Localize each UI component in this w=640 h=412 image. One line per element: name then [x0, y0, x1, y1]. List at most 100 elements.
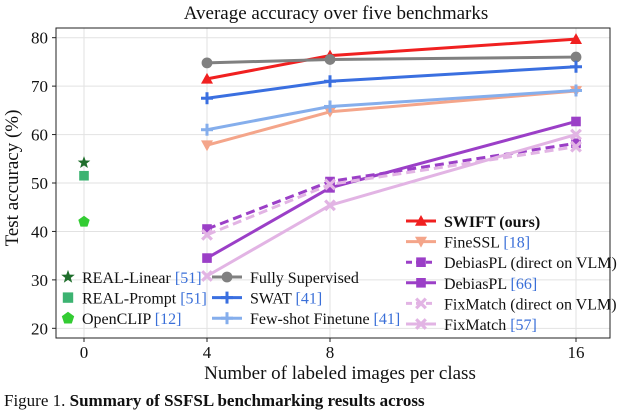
data-point	[570, 51, 582, 63]
chart-title: Average accuracy over five benchmarks	[184, 3, 489, 24]
legend-item-fully-supervised: Fully Supervised	[212, 270, 359, 287]
data-point	[324, 100, 336, 113]
legend: SWIFT (ours) FineSSL [18] DebiasPL (direct…	[61, 214, 617, 334]
data-point	[570, 84, 582, 97]
data-point	[201, 72, 213, 84]
legend-label: SWAT [41]	[250, 291, 322, 308]
data-point	[325, 176, 335, 187]
legend-label: Few-shot Finetune [41]	[250, 311, 400, 328]
y-tick-label: 30	[31, 271, 48, 290]
data-point	[570, 128, 582, 141]
y-tick-label: 20	[31, 319, 48, 338]
legend-item-real-linear: REAL-Linear [51]	[61, 269, 202, 287]
legend-label: SWIFT (ours)	[444, 214, 540, 231]
series-layer	[77, 33, 582, 282]
caption-prefix: Figure 1.	[4, 391, 66, 410]
data-point	[571, 116, 581, 127]
y-tick-label: 40	[31, 222, 48, 241]
series-debiaspl	[202, 116, 581, 263]
legend-label: FixMatch [57]	[444, 317, 537, 334]
legend-marker	[416, 257, 426, 267]
legend-marker	[221, 271, 233, 283]
data-point	[202, 253, 212, 263]
marker-stroke	[415, 297, 427, 310]
marker-stroke	[201, 228, 213, 241]
x-tick-label: 4	[203, 343, 212, 362]
series-fixmatch	[201, 128, 582, 282]
x-tick-label: 0	[80, 343, 89, 362]
legend-item-real-prompt: REAL-Prompt [51]	[62, 291, 207, 308]
legend-marker	[415, 236, 427, 248]
legend-marker	[416, 278, 426, 288]
series-openclip	[78, 215, 90, 227]
series-real-linear	[77, 156, 91, 168]
marker-stroke	[201, 270, 213, 282]
legend-item-openclip: OpenCLIP [12]	[61, 311, 181, 328]
series-real-prompt	[79, 170, 89, 181]
legend-label: DebiasPL [66]	[444, 276, 537, 293]
data-point	[324, 75, 336, 88]
legend-marker	[415, 215, 427, 226]
data-point	[78, 215, 90, 227]
y-tick-label: 60	[31, 126, 48, 145]
data-point	[571, 138, 581, 149]
legend-item-fixmatch-direct-on-vlm: FixMatch (direct on VLM)	[406, 296, 617, 313]
legend-item-few-shot-finetune: Few-shot Finetune [41]	[212, 311, 400, 328]
plot-frame	[55, 27, 611, 339]
legend-item-swat: SWAT [41]	[212, 291, 322, 308]
data-point	[201, 228, 213, 241]
series-swat	[201, 60, 582, 105]
data-point	[201, 92, 213, 105]
series-fully-supervised	[201, 51, 582, 69]
legend-label: OpenCLIP [12]	[82, 311, 181, 328]
x-tick-label: 16	[568, 343, 585, 362]
series-debiaspl-direct-on-vlm	[202, 138, 581, 234]
marker-stroke	[324, 199, 336, 212]
legend-item-debiaspl: DebiasPL [66]	[406, 276, 537, 293]
legend-item-fixmatch: FixMatch [57]	[406, 317, 537, 334]
data-point	[79, 170, 89, 181]
marker-stroke	[415, 318, 427, 330]
legend-marker	[221, 291, 233, 304]
data-point	[324, 54, 336, 65]
axes: 20 30 40 50 60 70 80 0 4 8 16	[31, 27, 611, 362]
data-point	[570, 140, 582, 153]
data-point	[202, 224, 212, 234]
y-tick-label: 80	[31, 29, 48, 48]
data-point	[201, 140, 213, 152]
data-point	[77, 156, 91, 168]
y-axis-label: Test accuracy (%)	[2, 110, 23, 247]
data-point	[201, 270, 213, 282]
legend-label: Fully Supervised	[250, 270, 359, 287]
legend-item-finessl: FineSSL [18]	[406, 235, 530, 252]
legend-marker	[62, 292, 74, 303]
data-point	[570, 60, 582, 73]
y-tick-label: 70	[31, 77, 48, 96]
data-point	[324, 199, 336, 212]
data-point	[570, 33, 582, 44]
legend-marker	[61, 311, 75, 324]
data-point	[325, 183, 335, 193]
legend-label: DebiasPL (direct on VLM)	[444, 255, 617, 272]
legend-marker	[415, 318, 427, 330]
marker-stroke	[570, 128, 582, 141]
legend-item-debiaspl-direct-on-vlm: DebiasPL (direct on VLM)	[406, 255, 617, 272]
marker-stroke	[324, 178, 336, 191]
legend-label: FineSSL [18]	[444, 235, 530, 252]
legend-marker	[61, 269, 75, 283]
y-tick-label: 50	[31, 174, 48, 193]
marker-stroke	[570, 140, 582, 153]
caption-bold-text: Summary of SSFSL benchmarking results ac…	[69, 391, 425, 410]
legend-marker	[221, 312, 233, 325]
legend-label: REAL-Prompt [51]	[82, 291, 207, 308]
legend-label: REAL-Linear [51]	[82, 270, 202, 287]
data-point	[201, 57, 213, 69]
data-point	[324, 178, 336, 191]
legend-item-swift-ours: SWIFT (ours)	[406, 214, 540, 231]
x-tick-label: 8	[326, 343, 335, 362]
series-few-shot-finetune	[201, 84, 582, 136]
data-point	[201, 123, 213, 136]
legend-label: FixMatch (direct on VLM)	[444, 296, 617, 313]
x-axis-label: Number of labeled images per class	[204, 363, 476, 384]
